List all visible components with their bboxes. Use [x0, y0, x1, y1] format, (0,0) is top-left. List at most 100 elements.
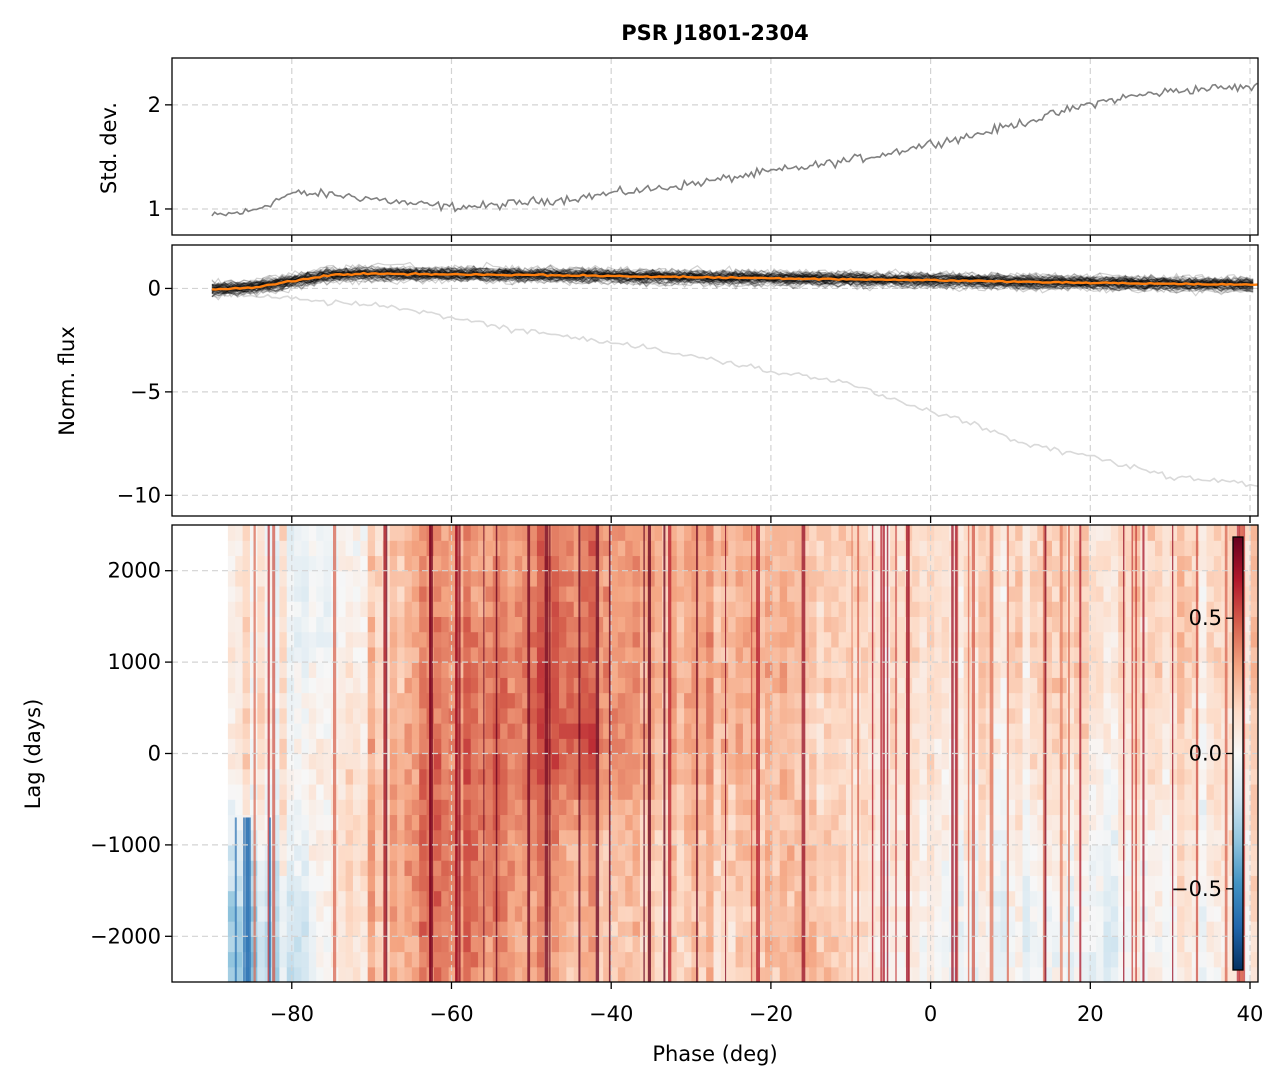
heatmap-cell: [691, 921, 700, 937]
heatmap-cell: [286, 616, 295, 633]
heatmap-cell: [1088, 860, 1097, 876]
heatmap-cell: [963, 738, 972, 755]
heatmap-cell: [242, 601, 251, 617]
heatmap-cell: [389, 631, 398, 648]
heatmap-cell: [845, 616, 854, 633]
heatmap-cell: [1059, 601, 1068, 617]
heatmap-cell: [610, 662, 619, 678]
heatmap-stripe: [578, 525, 581, 982]
heatmap-cell: [551, 540, 560, 557]
heatmap-cell: [1081, 631, 1090, 648]
heatmap-cell: [750, 631, 759, 648]
heatmap-cell: [728, 692, 737, 709]
heatmap-cell: [323, 753, 332, 770]
heatmap-cell: [1199, 860, 1208, 876]
heatmap-cell: [779, 951, 788, 968]
heatmap-cell: [757, 783, 766, 800]
heatmap-cell: [1000, 799, 1009, 816]
heatmap-cell: [1125, 707, 1134, 724]
heatmap-cell: [669, 738, 678, 755]
heatmap-cell: [1177, 692, 1186, 709]
heatmap-cell: [735, 738, 744, 755]
heatmap-cell: [890, 783, 899, 800]
y-tick-label: 2000: [108, 559, 161, 583]
heatmap-cell: [816, 860, 825, 876]
heatmap-cell: [772, 921, 781, 937]
heatmap-cell: [801, 875, 810, 892]
heatmap-cell: [404, 723, 413, 739]
heatmap-cell: [713, 936, 722, 953]
heatmap-cell: [272, 555, 280, 572]
heatmap-cell: [419, 890, 428, 907]
heatmap-cell: [706, 814, 715, 831]
heatmap-cell: [742, 677, 751, 694]
heatmap-cell: [963, 662, 972, 678]
heatmap-cell: [838, 662, 847, 678]
heatmap-cell: [272, 768, 280, 785]
heatmap-cell: [603, 677, 612, 694]
heatmap-cell: [809, 555, 818, 572]
heatmap-cell: [1037, 738, 1046, 755]
heatmap-cell: [860, 631, 869, 648]
heatmap-cell: [1066, 585, 1075, 602]
heatmap-cell: [360, 890, 369, 907]
heatmap-cell: [573, 677, 582, 694]
heatmap-cell: [338, 875, 347, 892]
heatmap-cell: [316, 921, 325, 937]
heatmap-cell: [897, 692, 906, 709]
heatmap-cell: [522, 814, 531, 831]
heatmap-cell: [823, 905, 832, 922]
heatmap-cell: [706, 783, 715, 800]
heatmap-cell: [742, 662, 751, 678]
heatmap-cell: [294, 616, 303, 633]
heatmap-cell: [595, 860, 604, 876]
heatmap-cell: [632, 631, 641, 648]
heatmap-cell: [257, 936, 266, 953]
heatmap-cell: [522, 905, 531, 922]
heatmap-cell: [1096, 814, 1105, 831]
heatmap-cell: [669, 921, 678, 937]
heatmap-cell: [551, 783, 560, 800]
heatmap-cell: [654, 966, 663, 982]
heatmap-cell: [478, 921, 487, 937]
heatmap-cell: [993, 738, 1002, 755]
heatmap-cell: [1199, 921, 1208, 937]
heatmap-cell: [1066, 646, 1075, 663]
heatmap-cell: [831, 738, 840, 755]
heatmap-cell: [279, 829, 288, 846]
heatmap-cell: [926, 844, 935, 861]
heatmap-cell: [1051, 707, 1060, 724]
heatmap-cell: [625, 951, 634, 968]
heatmap-cell: [257, 692, 266, 709]
heatmap-cell: [257, 783, 266, 800]
heatmap-cell: [375, 738, 384, 755]
heatmap-cell: [301, 723, 310, 739]
heatmap-cell: [1118, 768, 1127, 785]
heatmap-cell: [1147, 951, 1156, 968]
heatmap-cell: [1000, 783, 1009, 800]
heatmap-cell: [1074, 570, 1083, 587]
heatmap-cell: [1162, 646, 1171, 663]
heatmap-cell: [1199, 966, 1208, 982]
heatmap-cell: [603, 768, 612, 785]
heatmap-cell: [971, 692, 979, 709]
heatmap-cell: [1213, 677, 1222, 694]
heatmap-cell: [890, 555, 899, 572]
heatmap-cell: [279, 707, 288, 724]
heatmap-cell: [1125, 799, 1134, 816]
heatmap-cell: [595, 768, 604, 785]
heatmap-cell: [956, 707, 965, 724]
heatmap-cell: [890, 677, 899, 694]
heatmap-cell: [691, 875, 700, 892]
heatmap-cell: [375, 799, 384, 816]
heatmap-cell: [750, 951, 759, 968]
heatmap-cell: [1037, 905, 1046, 922]
heatmap-cell: [757, 966, 766, 982]
heatmap-cell: [1125, 753, 1134, 770]
heatmap-cell: [669, 890, 678, 907]
heatmap-cell: [956, 601, 965, 617]
flux-trace: [211, 271, 1254, 297]
heatmap-cell: [1103, 692, 1112, 709]
heatmap-cell: [625, 662, 634, 678]
heatmap-cell: [890, 540, 899, 557]
